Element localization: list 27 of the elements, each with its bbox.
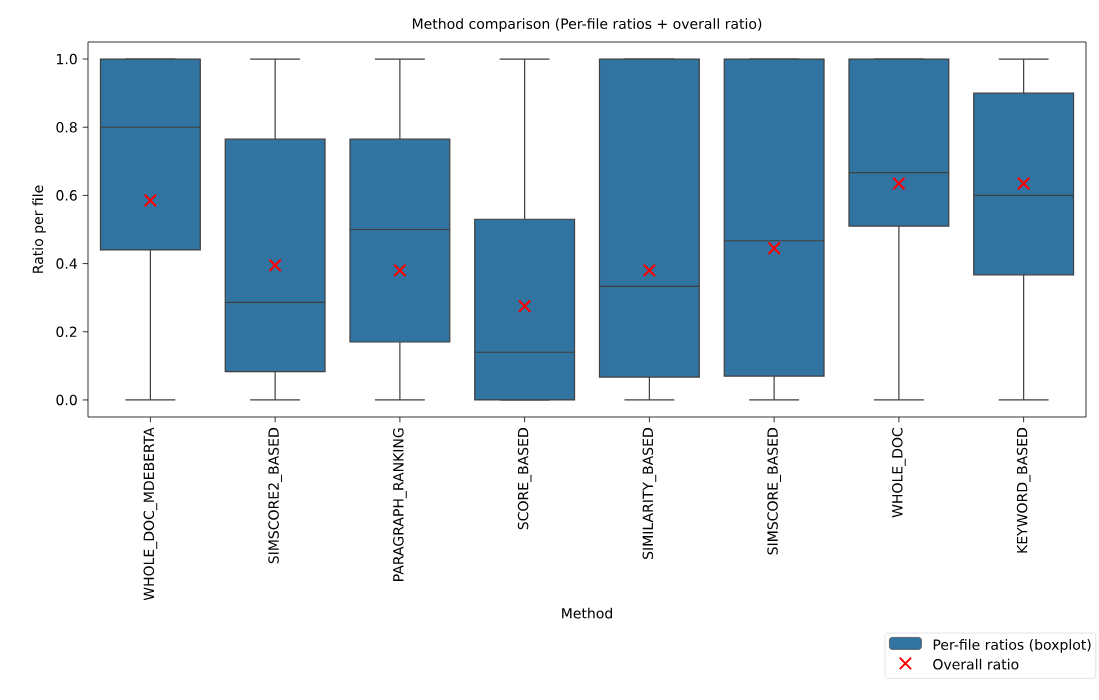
y-tick-label: 0.2 [56,326,77,338]
point [1016,176,1031,191]
chart-title: Method comparison (Per-file ratios + overall ratio) [412,18,762,32]
x-tick-label: WHOLE_DOC_MDEBERTA [143,427,158,601]
y-tick-label: 0.0 [56,394,77,406]
x-tick-label: PARAGRAPH_RANKING [393,428,407,581]
point [268,258,282,273]
legend-label: Per-file ratios (boxplot) [933,639,1091,653]
y-tick-label: 0.4 [56,258,77,269]
point [517,299,532,313]
point [642,263,657,278]
point [393,263,407,278]
x-axis-title: Method [562,607,612,619]
x-tick-label: SIMILARITY_BASED [642,428,657,559]
point [143,193,158,208]
legend-label: Overall ratio [933,658,1019,670]
y-tick-label: 0.8 [56,121,77,133]
y-tick-label: 1.0 [57,53,77,65]
x-tick-label: SIMSCORE2_BASED [268,428,282,564]
point [767,241,781,255]
x-tick-label: WHOLE_DOC [892,428,906,518]
x-tick-label: KEYWORD_BASED [1016,428,1031,553]
x-tick-label: SCORE_BASED [517,428,532,530]
y-axis-title: Ratio per file [32,185,46,273]
point [892,176,906,191]
y-tick-label: 0.6 [56,190,77,201]
x-tick-label: SIMSCORE_BASED [767,428,781,555]
